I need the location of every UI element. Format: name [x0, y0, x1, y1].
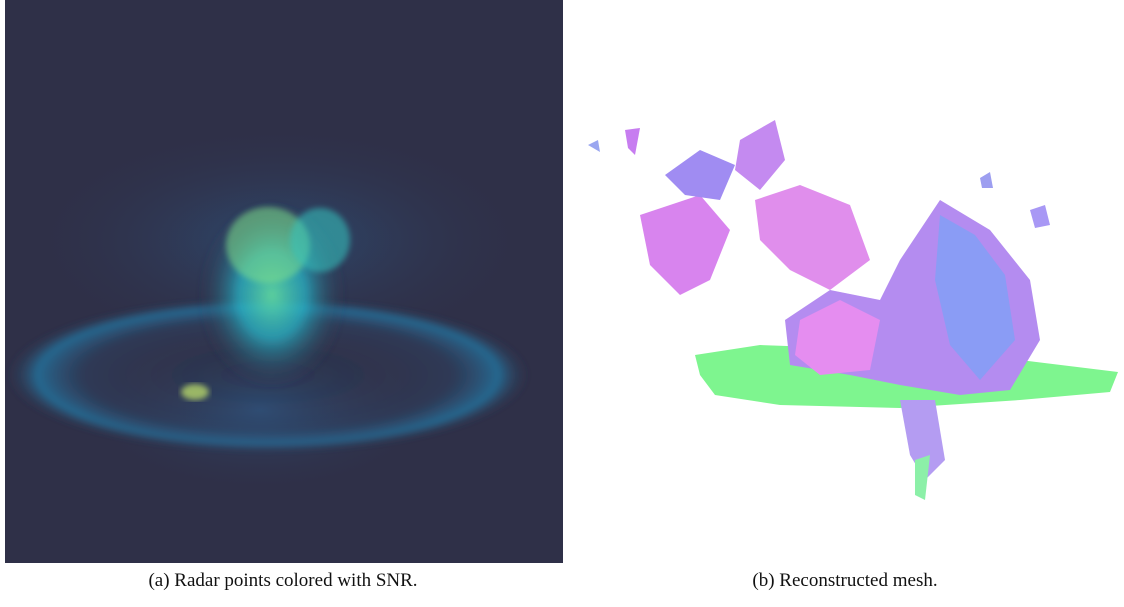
mesh-blob: [755, 185, 870, 290]
mesh-fragment: [1030, 205, 1050, 228]
radar-image: [5, 0, 563, 563]
caption: (a) Radar points colored with SNR.: [0, 570, 566, 592]
radar-hotspot: [181, 384, 209, 400]
mesh-bottom: [915, 455, 930, 500]
mesh-image: [588, 120, 1118, 500]
mesh-fragment: [625, 128, 640, 155]
mesh-blob: [735, 120, 785, 190]
mesh-fragment: [588, 140, 600, 152]
page: (a) Radar points colored with SNR. (b) R…: [0, 0, 1124, 607]
mesh-fragment: [980, 172, 993, 188]
caption: (b) Reconstructed mesh.: [566, 570, 1124, 592]
radar-hotspot: [290, 208, 350, 272]
mesh-blob: [665, 150, 735, 200]
figure: [0, 0, 1124, 565]
mesh-blob: [640, 195, 730, 295]
